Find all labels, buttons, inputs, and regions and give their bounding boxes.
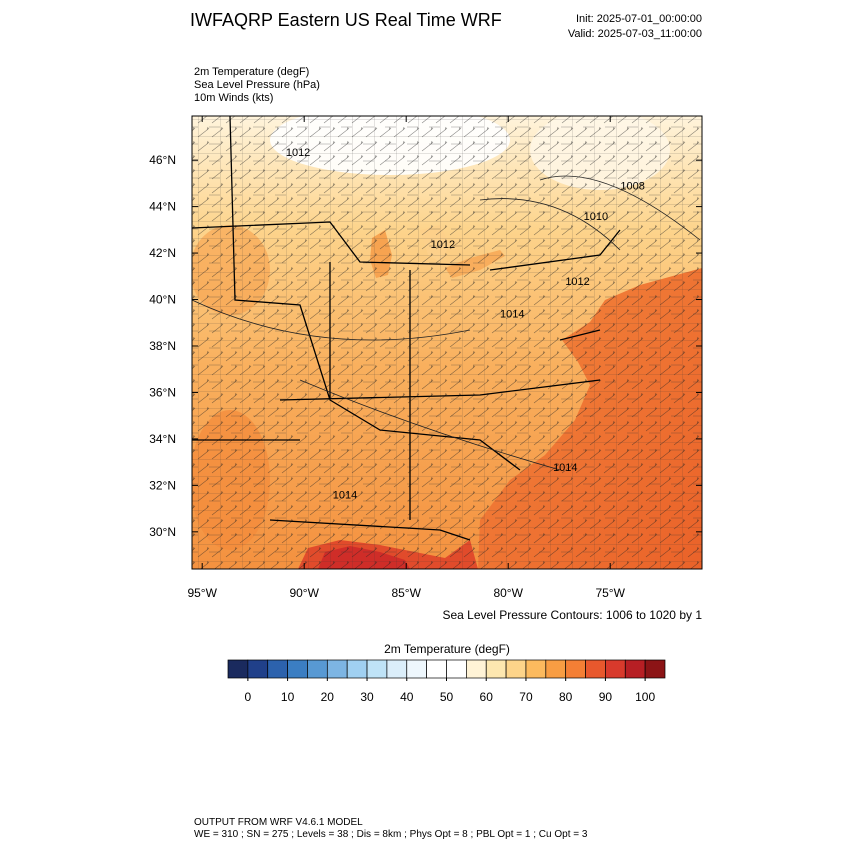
- field-label: Sea Level Pressure (hPa): [194, 79, 320, 91]
- contour-label: 1014: [553, 462, 577, 474]
- y-tick-label: 40°N: [149, 293, 176, 307]
- colorbar-tick-label: 0: [245, 690, 252, 704]
- colorbar-box: [644, 659, 666, 679]
- valid-time: Valid: 2025-07-03_11:00:00: [568, 28, 702, 40]
- x-tick-label: 95°W: [187, 586, 217, 600]
- x-tick-label: 85°W: [391, 586, 421, 600]
- colorbar-title: 2m Temperature (degF): [384, 642, 510, 656]
- contour-label: 1012: [565, 276, 589, 288]
- y-tick-label: 42°N: [149, 246, 176, 260]
- colorbar-box: [565, 659, 586, 679]
- contour-label: 1014: [333, 490, 357, 502]
- colorbar-box: [585, 659, 606, 679]
- x-tick-label: 75°W: [595, 586, 625, 600]
- colorbar-box: [267, 659, 288, 679]
- colorbar-box: [605, 659, 626, 679]
- colorbar-tick-label: 100: [635, 690, 655, 704]
- colorbar-tick-label: 10: [281, 690, 295, 704]
- contour-label: 1012: [286, 147, 310, 159]
- colorbar-box: [287, 659, 308, 679]
- colorbar-box: [505, 659, 527, 679]
- title: IWFAQRP Eastern US Real Time WRF: [190, 10, 502, 30]
- contour-note: Sea Level Pressure Contours: 1006 to 102…: [443, 608, 703, 622]
- colorbar-tick-label: 50: [440, 690, 454, 704]
- colorbar-tick-label: 80: [559, 690, 573, 704]
- colorbar-tick-label: 40: [400, 690, 414, 704]
- footer-line: OUTPUT FROM WRF V4.6.1 MODEL: [194, 817, 363, 828]
- y-tick-label: 32°N: [149, 478, 176, 492]
- colorbar-box: [446, 659, 467, 679]
- colorbar-box: [366, 659, 388, 679]
- contour-label: 1012: [431, 239, 455, 251]
- colorbar-box: [466, 659, 487, 679]
- colorbar-tick-label: 30: [360, 690, 374, 704]
- x-tick-label: 80°W: [493, 586, 523, 600]
- x-tick-label: 90°W: [289, 586, 319, 600]
- colorbar-tick-label: 60: [480, 690, 494, 704]
- colorbar-box: [485, 659, 507, 679]
- colorbar-box: [326, 659, 348, 679]
- field-label: 10m Winds (kts): [194, 92, 273, 104]
- colorbar-box: [406, 659, 427, 679]
- colorbar-box: [346, 659, 368, 679]
- colorbar-tick-label: 90: [599, 690, 613, 704]
- colorbar-box: [247, 659, 269, 679]
- colorbar-box: [426, 659, 447, 679]
- contour-label: 1010: [584, 211, 608, 223]
- y-tick-label: 46°N: [149, 153, 176, 167]
- colorbar-box: [624, 659, 646, 679]
- contour-label: 1014: [500, 308, 524, 320]
- contour-label: 1008: [620, 181, 644, 193]
- colorbar-tick-label: 70: [519, 690, 533, 704]
- colorbar-box: [307, 659, 328, 679]
- y-tick-label: 36°N: [149, 385, 176, 399]
- y-tick-label: 44°N: [149, 200, 176, 214]
- field-label: 2m Temperature (degF): [194, 66, 309, 78]
- y-tick-label: 34°N: [149, 432, 176, 446]
- y-tick-label: 30°N: [149, 525, 176, 539]
- colorbar-box: [525, 659, 547, 679]
- init-time: Init: 2025-07-01_00:00:00: [576, 13, 702, 25]
- colorbar-box: [386, 659, 408, 679]
- y-tick-label: 38°N: [149, 339, 176, 353]
- colorbar-box: [227, 659, 249, 679]
- map-frame: [191, 115, 703, 570]
- map-field: [192, 116, 702, 569]
- colorbar-box: [545, 659, 567, 679]
- footer-line: WE = 310 ; SN = 275 ; Levels = 38 ; Dis …: [194, 829, 588, 840]
- colorbar-tick-label: 20: [321, 690, 335, 704]
